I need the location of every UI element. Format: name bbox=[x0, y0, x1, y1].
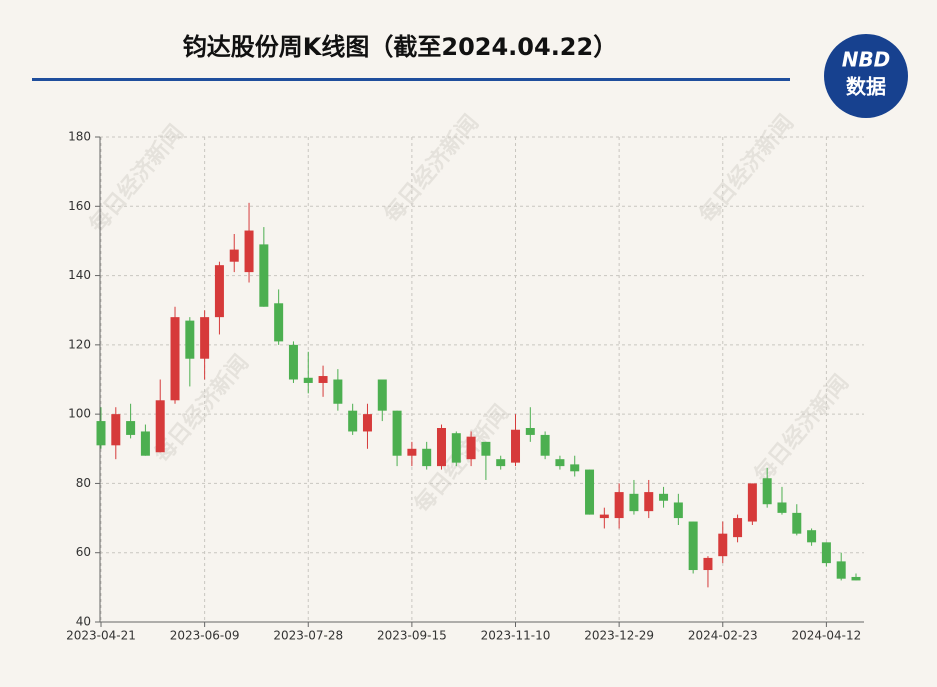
candle-body bbox=[599, 514, 609, 519]
y-tick-label: 120 bbox=[68, 337, 91, 351]
candle-body bbox=[155, 400, 165, 453]
candle-body bbox=[614, 492, 624, 519]
title-underline bbox=[32, 78, 790, 81]
x-tick-label: 2023-09-15 bbox=[377, 629, 447, 643]
x-tick-label: 2023-04-21 bbox=[66, 629, 136, 643]
candle-body bbox=[851, 576, 861, 581]
candle-body bbox=[807, 530, 817, 543]
candle-body bbox=[688, 521, 698, 571]
candle-body bbox=[540, 434, 550, 456]
x-tick-label: 2023-11-10 bbox=[481, 629, 551, 643]
candle-body bbox=[466, 436, 476, 460]
candle-body bbox=[407, 448, 417, 456]
candle-body bbox=[259, 244, 269, 307]
candle-body bbox=[733, 518, 743, 538]
candle-body bbox=[703, 557, 713, 571]
candle-body bbox=[422, 448, 432, 467]
y-tick-label: 80 bbox=[76, 476, 91, 490]
candle-body bbox=[511, 429, 521, 463]
candle-body bbox=[777, 502, 787, 513]
candle-body bbox=[348, 410, 358, 432]
x-tick-label: 2024-02-23 bbox=[688, 629, 758, 643]
candle-body bbox=[585, 469, 595, 515]
y-tick-label: 40 bbox=[76, 615, 91, 629]
y-tick-label: 60 bbox=[76, 545, 91, 559]
candle-body bbox=[333, 379, 343, 404]
candle-body bbox=[303, 377, 313, 383]
x-tick-label: 2024-04-12 bbox=[792, 629, 862, 643]
y-tick-label: 100 bbox=[68, 407, 91, 421]
candle-body bbox=[821, 542, 831, 564]
candle-body bbox=[525, 428, 535, 435]
candle-body bbox=[718, 533, 728, 557]
candle-body bbox=[200, 317, 210, 359]
candle-body bbox=[659, 493, 669, 501]
candle-body bbox=[318, 376, 328, 383]
y-tick-label: 160 bbox=[68, 199, 91, 213]
x-tick-label: 2023-06-09 bbox=[170, 629, 240, 643]
candle-body bbox=[185, 320, 195, 359]
candle-body bbox=[570, 464, 580, 472]
logo-bottom: 数据 bbox=[846, 75, 886, 99]
candle-body bbox=[288, 344, 298, 380]
candle-body bbox=[170, 317, 180, 401]
chart-title: 钧达股份周K线图（截至2024.04.22） bbox=[183, 33, 617, 61]
logo bbox=[824, 34, 908, 118]
logo-top: NBD bbox=[842, 48, 891, 72]
candle-body bbox=[555, 459, 565, 467]
candle-body bbox=[362, 414, 372, 432]
candle-body bbox=[244, 230, 254, 273]
y-tick-label: 140 bbox=[68, 268, 91, 282]
candle-body bbox=[836, 561, 846, 579]
x-tick-label: 2023-07-28 bbox=[273, 629, 343, 643]
candle-body bbox=[274, 303, 284, 342]
candle-body bbox=[629, 493, 639, 512]
candle-body bbox=[496, 459, 506, 467]
candle-body bbox=[436, 428, 446, 467]
x-tick-label: 2023-12-29 bbox=[584, 629, 654, 643]
candle-body bbox=[126, 421, 136, 435]
candle-body bbox=[481, 441, 491, 456]
candle-body bbox=[96, 421, 106, 446]
candle-body bbox=[673, 502, 683, 519]
candle-body bbox=[229, 249, 239, 262]
candle-body bbox=[111, 414, 121, 446]
candle-body bbox=[140, 431, 150, 456]
candle-body bbox=[792, 512, 802, 534]
y-tick-label: 180 bbox=[68, 130, 91, 144]
candle-body bbox=[451, 433, 461, 463]
candle-body bbox=[762, 478, 772, 505]
candle-body bbox=[214, 265, 224, 318]
candle-body bbox=[377, 379, 387, 411]
candle-body bbox=[644, 492, 654, 512]
candle-body bbox=[392, 410, 402, 456]
candle-body bbox=[747, 483, 757, 522]
